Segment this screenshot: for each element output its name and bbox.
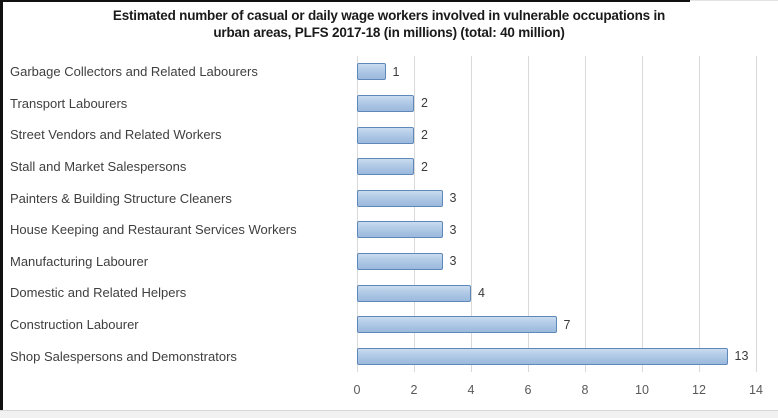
- x-tick-label: 4: [467, 383, 475, 397]
- bar: [357, 126, 414, 144]
- bar: [357, 94, 414, 112]
- bar: [357, 158, 414, 176]
- category-label: Stall and Market Salespersons: [10, 159, 187, 175]
- chart-title-line2: urban areas, PLFS 2017-18 (in millions) …: [213, 25, 565, 40]
- x-tick-label: 0: [353, 383, 361, 397]
- value-label: 3: [449, 191, 457, 206]
- value-label: 3: [449, 222, 457, 237]
- bar: [357, 284, 471, 302]
- x-tick-label: 2: [410, 383, 418, 397]
- gridline-x-12: [699, 56, 700, 372]
- value-label: 2: [421, 127, 428, 142]
- category-label: Painters & Building Structure Cleaners: [10, 190, 232, 206]
- x-tick-label: 10: [635, 383, 649, 397]
- chart-title: Estimated number of casual or daily wage…: [0, 7, 778, 41]
- value-label: 2: [421, 159, 428, 174]
- frame-bottom-line: [0, 410, 778, 411]
- gridline-x-2: [414, 56, 415, 372]
- value-label: 13: [734, 349, 749, 364]
- gridline-x-8: [585, 56, 586, 372]
- gridline-x-0: [357, 56, 358, 372]
- gridline-x-4: [471, 56, 472, 372]
- bar: [357, 189, 443, 207]
- bar: [357, 63, 386, 81]
- frame-top-border-faint: [690, 0, 778, 1]
- gridline-x-6: [528, 56, 529, 372]
- frame-bottom-strip: [0, 411, 778, 418]
- bar: [357, 347, 728, 365]
- value-label: 3: [449, 254, 457, 269]
- category-label: Domestic and Related Helpers: [10, 285, 187, 301]
- x-tick-label: 12: [692, 383, 706, 397]
- category-label: Garbage Collectors and Related Labourers: [10, 64, 258, 80]
- value-label: 4: [478, 285, 485, 300]
- bar: [357, 252, 443, 270]
- category-label: Shop Salespersons and Demonstrators: [10, 348, 237, 364]
- category-label: Construction Labourer: [10, 317, 139, 333]
- value-label: 1: [392, 64, 400, 79]
- bar: [357, 316, 557, 334]
- x-tick-label: 6: [524, 383, 532, 397]
- chart-title-line1: Estimated number of casual or daily wage…: [112, 8, 666, 23]
- value-label: 2: [421, 96, 428, 111]
- bar: [357, 221, 443, 239]
- category-label: Manufacturing Labourer: [10, 253, 149, 269]
- x-tick-label: 8: [581, 383, 589, 397]
- frame-left-border: [0, 0, 3, 411]
- gridline-x-10: [642, 56, 643, 372]
- frame-top-border: [0, 0, 690, 2]
- category-label: House Keeping and Restaurant Services Wo…: [10, 222, 297, 238]
- x-tick-label: 14: [749, 383, 763, 397]
- category-label: Transport Labourers: [10, 95, 128, 111]
- gridline-x-14: [756, 56, 757, 372]
- category-label: Street Vendors and Related Workers: [10, 127, 222, 143]
- value-label: 7: [563, 317, 571, 332]
